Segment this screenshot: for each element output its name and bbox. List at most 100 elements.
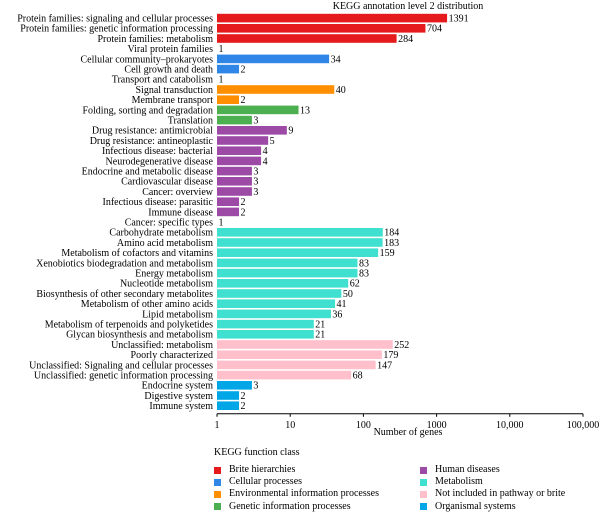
bar	[217, 289, 342, 298]
legend-item: Environmental information processes	[214, 488, 420, 500]
legend-label: Environmental information processes	[229, 488, 379, 500]
category-label: Protein families: signaling and cellular…	[17, 14, 213, 25]
data-label: 36	[332, 309, 342, 320]
data-label: 1	[219, 75, 224, 86]
legend-swatch	[214, 466, 221, 474]
x-tick-label: 1000	[427, 420, 447, 431]
data-label: 4	[263, 156, 268, 167]
bar	[217, 268, 358, 278]
data-label: 3	[253, 116, 258, 127]
bar	[217, 105, 299, 115]
bar	[217, 401, 240, 410]
category-label: Unclassified: metabolism	[111, 340, 213, 351]
data-label: 9	[288, 126, 293, 137]
category-label: Amino acid metabolism	[117, 238, 213, 249]
x-tick-label: 100	[356, 420, 371, 431]
category-label: Immune system	[149, 401, 213, 412]
category-label: Protein families: metabolism	[97, 34, 213, 45]
bar	[217, 258, 358, 268]
bar	[217, 197, 240, 206]
category-label: Metabolism of cofactors and vitamins	[61, 248, 213, 259]
category-label: Protein families: genetic information pr…	[20, 24, 213, 35]
legend-swatch	[214, 490, 221, 498]
bar	[217, 54, 330, 64]
category-label: Cancer: specific types	[125, 218, 213, 229]
data-label: 252	[394, 340, 409, 351]
data-label: 184	[384, 228, 399, 239]
legend-swatch	[214, 503, 221, 511]
bar	[217, 350, 382, 359]
chart-title: KEGG annotation level 2 distribution	[333, 1, 484, 12]
legend-item: Brite hierarchies	[214, 464, 420, 476]
x-tick-label: 1	[215, 420, 220, 431]
legend-label: Human diseases	[435, 464, 500, 476]
legend-swatch	[214, 478, 221, 486]
category-label: Xenobiotics biodegradation and metabolis…	[36, 258, 213, 269]
bar	[217, 228, 383, 237]
category-label: Unclassified: genetic information proces…	[34, 371, 213, 382]
data-label: 2	[241, 95, 246, 106]
category-label: Neurodegenerative disease	[106, 156, 214, 167]
legend-label: Genetic information processes	[229, 500, 351, 512]
category-label: Cell growth and death	[124, 65, 213, 76]
category-label: Nucleotide metabolism	[120, 279, 213, 290]
bar	[217, 13, 448, 23]
bar	[217, 370, 352, 380]
legend-swatch	[420, 490, 427, 498]
bar	[217, 115, 252, 125]
bar	[217, 64, 240, 74]
category-label: Infectious disease: bacterial	[102, 146, 213, 157]
category-label: Transport and catabolism	[112, 75, 214, 86]
legend-swatch	[420, 478, 427, 486]
data-label: 41	[337, 299, 347, 310]
category-label: Unclassified: Signaling and cellular pro…	[29, 360, 213, 371]
category-label: Endocrine and metabolic disease	[82, 167, 214, 178]
bar	[217, 381, 252, 390]
data-label: 83	[359, 258, 369, 269]
legend-grid: Brite hierarchies Human diseases Cellular …	[214, 464, 594, 513]
category-label: Viral protein families	[128, 44, 214, 55]
bar	[217, 126, 287, 135]
data-label: 83	[359, 269, 369, 280]
data-label: 2	[241, 391, 246, 402]
legend-swatch	[420, 503, 427, 511]
category-label: Metabolism of terpenoids and polyketides	[45, 320, 213, 331]
bar	[217, 360, 376, 370]
bar	[217, 34, 397, 43]
category-label: Cancer: overview	[142, 187, 214, 198]
legend-label: Not included in pathway or brite	[435, 488, 566, 500]
data-label: 284	[398, 34, 413, 45]
bar	[217, 187, 252, 196]
bar	[217, 177, 252, 186]
category-label: Signal transduction	[136, 85, 214, 96]
bar	[217, 319, 314, 329]
legend-item: Organismal systems	[420, 501, 590, 513]
bar	[217, 248, 379, 257]
category-label: Poorly characterized	[131, 350, 213, 361]
bar	[217, 238, 383, 247]
legend-title: KEGG function class	[214, 447, 300, 458]
legend-item: Human diseases	[420, 464, 590, 476]
category-label: Carbohydrate metabolism	[109, 228, 213, 239]
bar	[217, 309, 331, 319]
category-label: Immune disease	[148, 207, 213, 218]
bar	[217, 207, 240, 217]
bar	[217, 136, 269, 145]
category-label: Endocrine system	[142, 381, 214, 392]
legend-swatch	[420, 466, 427, 474]
data-label: 2	[241, 401, 246, 412]
bar	[217, 391, 240, 400]
category-label: Translation	[168, 116, 213, 127]
legend-label: Brite hierarchies	[229, 464, 296, 476]
data-label: 50	[343, 289, 353, 300]
category-label: Digestive system	[144, 391, 213, 402]
data-label: 147	[377, 360, 392, 371]
legend-item: Cellular processes	[214, 476, 420, 488]
x-tick-label: 10	[285, 420, 295, 431]
bar	[217, 340, 393, 349]
bar	[217, 279, 349, 288]
x-tick-label: 100,000	[567, 420, 600, 431]
bar	[217, 146, 262, 155]
data-label: 1	[219, 44, 224, 55]
